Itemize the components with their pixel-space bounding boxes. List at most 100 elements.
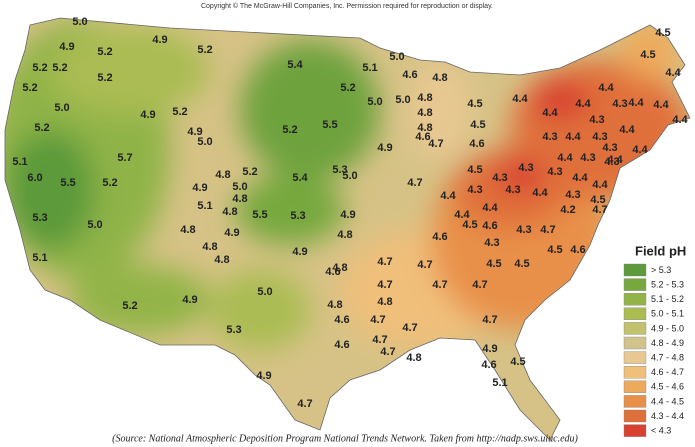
ph-label: 5.0 [197, 136, 212, 148]
ph-label: 4.7 [407, 177, 422, 189]
legend-swatch [623, 293, 647, 306]
ph-label: 4.6 [334, 339, 349, 351]
ph-label: 5.2 [282, 124, 297, 136]
ph-label: 4.3 [516, 224, 531, 236]
ph-label: 4.8 [432, 72, 447, 84]
ph-label: 5.5 [60, 177, 75, 189]
ph-label: 4.4 [665, 67, 681, 79]
ph-label: 4.5 [467, 164, 482, 176]
ph-label: 4.8 [377, 296, 392, 308]
ph-label: 5.3 [290, 210, 305, 222]
ph-label: 4.4 [672, 114, 688, 126]
source: (Source: National Atmospheric Deposition… [112, 433, 578, 444]
ph-label: 4.5 [655, 27, 670, 39]
ph-label: 4.9 [187, 126, 202, 138]
ph-label: 4.5 [547, 244, 562, 256]
ph-label: 4.5 [590, 194, 605, 206]
ph-label: 5.2 [34, 122, 49, 134]
ph-label: 4.4 [557, 152, 573, 164]
ph-label: 4.3 [542, 131, 557, 143]
legend-label: 4.4 - 4.5 [651, 396, 684, 406]
ph-label: 5.2 [32, 62, 47, 74]
ph-label: 5.2 [102, 177, 117, 189]
ph-label: 4.3 [612, 98, 627, 110]
ph-label: 4.9 [340, 209, 355, 221]
ph-label: 4.4 [542, 107, 558, 119]
ph-label: 4.9 [182, 294, 197, 306]
ph-label: 4.8 [232, 193, 247, 205]
ph-label: 4.4 [628, 97, 644, 109]
ph-label: 4.2 [560, 204, 575, 216]
ph-label: 5.5 [322, 119, 337, 131]
ph-label: 4.7 [380, 346, 395, 358]
ph-label: 4.8 [327, 299, 342, 311]
legend-label: 5.2 - 5.3 [651, 279, 684, 289]
ph-label: 4.6 [415, 131, 430, 143]
ph-label: 4.7 [428, 138, 443, 150]
ph-label: 5.0 [232, 181, 247, 193]
ph-label: 4.4 [607, 154, 623, 166]
ph-label: 4.7 [540, 224, 555, 236]
ph-label: 4.7 [417, 259, 432, 271]
legend-label: 4.3 - 4.4 [651, 411, 684, 421]
copyright: Copyright © The McGraw-Hill Companies, I… [201, 2, 493, 10]
ph-label: 5.0 [72, 16, 87, 28]
ph-label: 4.5 [514, 258, 529, 270]
ph-label: 4.9 [140, 109, 155, 121]
ph-label: 4.4 [482, 202, 498, 214]
ph-label: 4.4 [575, 98, 591, 110]
ph-label: 4.8 [214, 254, 229, 266]
ph-label: 5.1 [197, 200, 212, 212]
ph-label: 5.4 [292, 172, 308, 184]
ph-label: 5.3 [32, 212, 47, 224]
ph-label: 5.1 [12, 156, 27, 168]
ph-label: 4.8 [406, 352, 421, 364]
ph-label: 5.2 [22, 82, 37, 94]
ph-label: 4.3 [592, 131, 607, 143]
ph-label: 4.4 [572, 172, 588, 184]
legend-swatch [623, 366, 647, 379]
ph-label: 4.3 [580, 152, 595, 164]
ph-label: 4.5 [470, 119, 485, 131]
ph-label: 4.3 [547, 166, 562, 178]
ph-label: 5.2 [52, 62, 67, 74]
ph-label: 4.4 [632, 144, 648, 156]
ph-label: 4.4 [592, 179, 608, 191]
ph-label: 4.4 [532, 187, 548, 199]
ph-label: 4.3 [492, 172, 507, 184]
ph-label: 4.4 [598, 82, 614, 94]
ph-label: 4.3 [484, 237, 499, 249]
ph-label: 4.8 [417, 122, 432, 134]
ph-label: 4.3 [518, 162, 533, 174]
ph-label: 4.5 [467, 98, 482, 110]
ph-label: 4.5 [462, 219, 477, 231]
ph-label: 4.3 [505, 184, 520, 196]
ph-label: 5.0 [257, 286, 272, 298]
ph-label: 4.7 [297, 398, 312, 410]
ph-label: 5.1 [492, 377, 507, 389]
ph-label: 4.7 [472, 279, 487, 291]
ph-label: 4.3 [565, 189, 580, 201]
ph-label: 5.0 [389, 51, 404, 63]
ph-label: 5.2 [122, 300, 137, 312]
ph-label: 5.0 [87, 219, 102, 231]
ph-label: 4.3 [589, 114, 604, 126]
ph-label: 4.5 [486, 258, 501, 270]
ph-label: 5.3 [226, 324, 241, 336]
legend-swatch [623, 263, 647, 277]
ph-label: 4.9 [377, 142, 392, 154]
ph-label: 5.4 [287, 59, 303, 71]
ph-label: 4.9 [292, 246, 307, 258]
ph-label: 5.2 [340, 82, 355, 94]
legend-swatch [623, 322, 647, 335]
ph-label: 4.7 [372, 334, 387, 346]
legend-label: < 4.3 [651, 425, 671, 435]
ph-label: 5.2 [172, 106, 187, 118]
ph-label: 4.4 [440, 190, 456, 202]
legend-swatch [623, 351, 647, 364]
ph-label: 4.7 [402, 322, 417, 334]
ph-label: 4.6 [570, 244, 585, 256]
legend-swatch [623, 395, 647, 408]
ph-label: 4.9 [59, 41, 74, 53]
